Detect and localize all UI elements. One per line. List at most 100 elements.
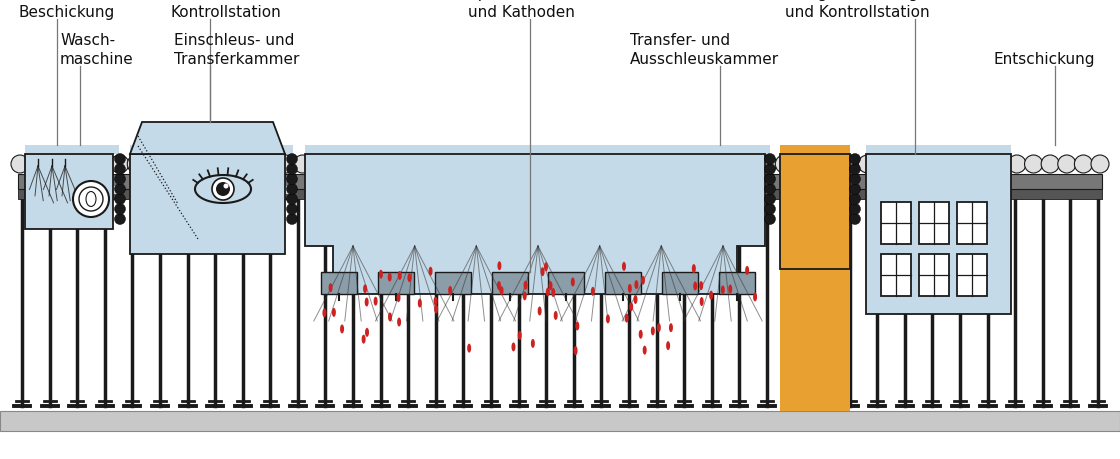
Circle shape (825, 156, 843, 174)
Circle shape (360, 156, 377, 174)
Bar (605, 272, 642, 294)
Circle shape (114, 214, 125, 225)
Bar (662, 272, 698, 294)
Ellipse shape (512, 343, 515, 352)
Circle shape (327, 156, 345, 174)
Circle shape (974, 156, 992, 174)
Circle shape (177, 156, 195, 174)
Ellipse shape (418, 299, 422, 308)
Bar (920, 202, 949, 245)
Bar (130, 146, 293, 155)
Bar (956, 202, 987, 245)
Circle shape (160, 156, 178, 174)
Bar (881, 254, 911, 297)
Circle shape (1042, 156, 1060, 174)
Circle shape (809, 156, 827, 174)
Ellipse shape (638, 330, 643, 339)
Circle shape (227, 156, 245, 174)
Circle shape (194, 156, 212, 174)
Ellipse shape (625, 314, 628, 323)
Polygon shape (305, 155, 765, 294)
Bar (866, 155, 1011, 314)
Circle shape (925, 156, 943, 174)
Circle shape (758, 156, 776, 174)
Ellipse shape (656, 323, 661, 332)
Circle shape (287, 194, 298, 205)
Circle shape (1091, 156, 1109, 174)
Ellipse shape (379, 270, 383, 279)
Circle shape (114, 164, 125, 175)
Ellipse shape (531, 339, 535, 348)
Circle shape (849, 194, 860, 205)
Ellipse shape (398, 271, 402, 280)
Circle shape (94, 156, 112, 174)
Circle shape (849, 164, 860, 175)
Bar (549, 272, 585, 294)
Ellipse shape (429, 267, 432, 276)
Ellipse shape (523, 292, 526, 301)
Ellipse shape (728, 285, 732, 294)
Bar (130, 187, 293, 195)
Bar (435, 272, 470, 294)
Ellipse shape (388, 313, 392, 322)
Ellipse shape (721, 286, 725, 295)
Circle shape (287, 154, 298, 165)
Circle shape (659, 156, 676, 174)
Circle shape (792, 156, 810, 174)
Circle shape (875, 156, 893, 174)
Circle shape (310, 156, 328, 174)
Circle shape (849, 184, 860, 195)
Ellipse shape (571, 278, 575, 287)
Circle shape (212, 179, 234, 201)
Bar (25, 155, 113, 230)
Circle shape (692, 156, 710, 174)
Circle shape (277, 156, 295, 174)
Circle shape (410, 156, 428, 174)
Circle shape (592, 156, 610, 174)
Circle shape (287, 204, 298, 215)
Ellipse shape (396, 293, 401, 302)
Ellipse shape (643, 346, 646, 355)
Circle shape (493, 156, 511, 174)
Ellipse shape (700, 297, 703, 306)
Ellipse shape (634, 280, 638, 290)
Circle shape (743, 156, 760, 174)
Circle shape (643, 156, 661, 174)
Bar (956, 254, 987, 297)
Bar (25, 146, 119, 155)
Ellipse shape (576, 322, 579, 331)
Ellipse shape (606, 315, 610, 324)
Bar (719, 272, 755, 294)
Circle shape (427, 156, 445, 174)
Ellipse shape (709, 291, 713, 300)
Circle shape (459, 156, 477, 174)
Circle shape (111, 156, 129, 174)
Circle shape (765, 184, 775, 195)
Circle shape (849, 154, 860, 165)
Circle shape (609, 156, 627, 174)
Circle shape (344, 156, 362, 174)
Ellipse shape (374, 297, 377, 306)
Bar (780, 155, 850, 269)
Ellipse shape (328, 284, 333, 292)
Circle shape (765, 214, 775, 225)
Ellipse shape (669, 324, 673, 332)
Circle shape (114, 174, 125, 185)
Ellipse shape (433, 297, 438, 306)
Circle shape (765, 154, 775, 165)
Text: Beschickung: Beschickung (18, 5, 114, 20)
Bar (920, 254, 949, 297)
Circle shape (775, 156, 793, 174)
Ellipse shape (551, 288, 556, 297)
Ellipse shape (549, 281, 552, 291)
Text: Anlagebedienungsraum
und Kontrollstation: Anlagebedienungsraum und Kontrollstation (785, 0, 968, 20)
Bar (25, 187, 119, 195)
Ellipse shape (523, 281, 528, 290)
Text: Einschleus- und
Transferkammer: Einschleus- und Transferkammer (174, 34, 299, 67)
Circle shape (287, 174, 298, 185)
Ellipse shape (573, 347, 578, 355)
Circle shape (211, 156, 228, 174)
Ellipse shape (332, 308, 336, 317)
Ellipse shape (365, 328, 368, 337)
Ellipse shape (544, 263, 548, 272)
